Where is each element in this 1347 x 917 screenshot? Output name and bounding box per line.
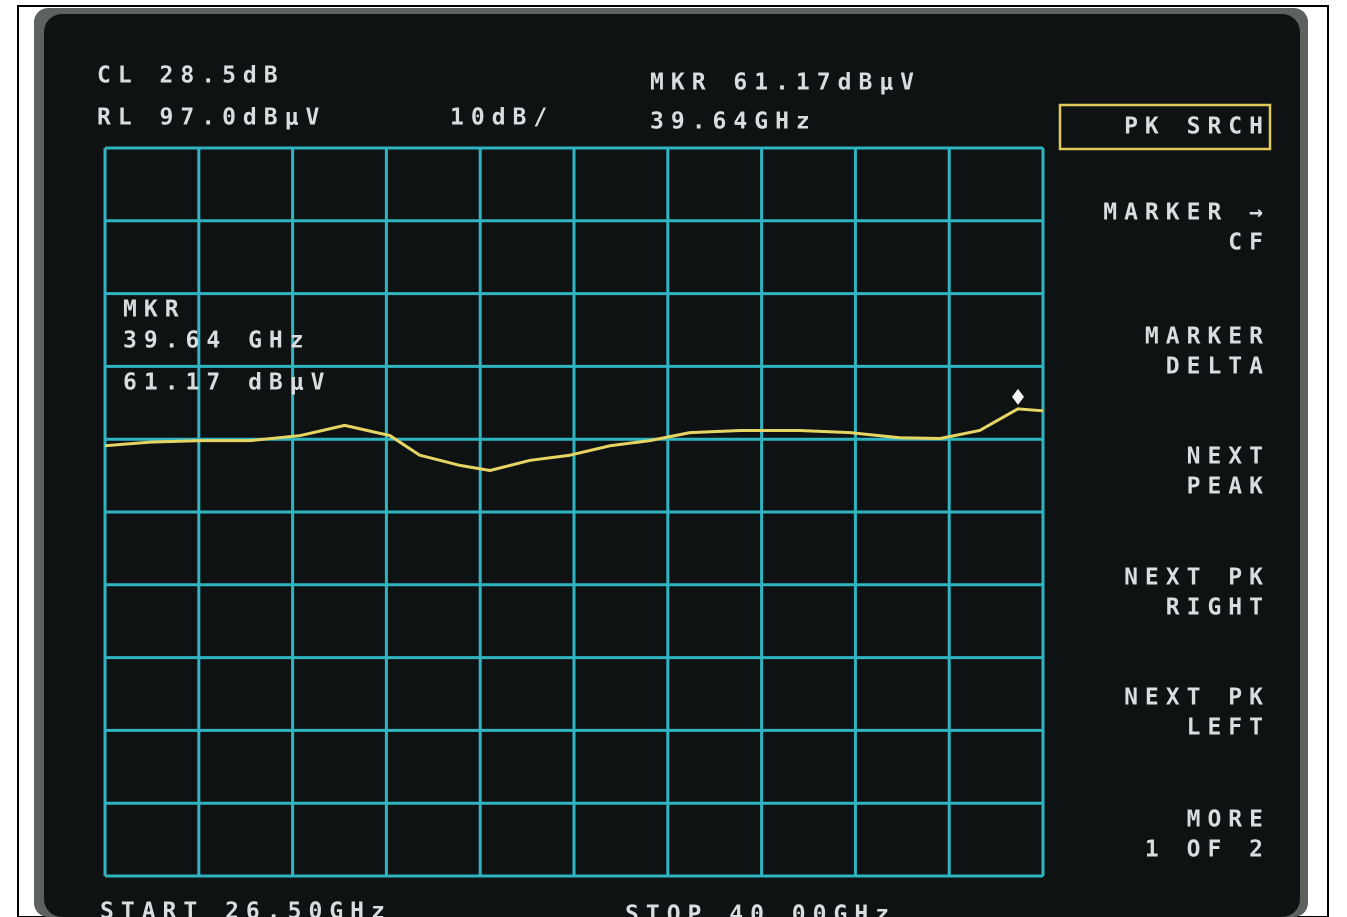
- graticule: [103, 146, 1045, 878]
- readout: MKR: [123, 297, 186, 323]
- softkey-label: NEXT PK: [1124, 565, 1270, 591]
- marker: [1011, 388, 1024, 405]
- trace: [104, 407, 1044, 473]
- softkey-label: CF: [1228, 230, 1270, 256]
- cl-label: CL 28.5dB: [97, 63, 285, 89]
- screen: [44, 14, 1300, 917]
- softkey-label: MARKER →: [1103, 200, 1270, 226]
- rl-label: RL 97.0dBμV: [97, 105, 326, 131]
- softkey-label: MARKER: [1145, 324, 1270, 350]
- start-label: START 26.50GHz: [100, 899, 392, 917]
- softkey-label: DELTA: [1166, 354, 1270, 380]
- softkey-label: LEFT: [1187, 715, 1270, 741]
- softkey-label: PEAK: [1187, 474, 1270, 500]
- scale-label: 10dB/: [450, 105, 554, 131]
- marker-freq: 39.64GHz: [650, 109, 817, 135]
- stop-label: STOP 40.00GHz: [625, 902, 896, 917]
- softkey-label: NEXT: [1187, 444, 1270, 470]
- softkey-label: NEXT PK: [1124, 685, 1270, 711]
- readout: 61.17 dBμV: [123, 370, 331, 396]
- softkey-highlight: [1058, 103, 1272, 151]
- softkey-label: 1 OF 2: [1145, 837, 1270, 863]
- softkey-label: MORE: [1187, 807, 1270, 833]
- readout: 39.64 GHz: [123, 328, 311, 354]
- softkey-label: RIGHT: [1166, 595, 1270, 621]
- marker-level: MKR 61.17dBμV: [650, 70, 921, 96]
- softkey-label: PK SRCH: [1124, 114, 1270, 140]
